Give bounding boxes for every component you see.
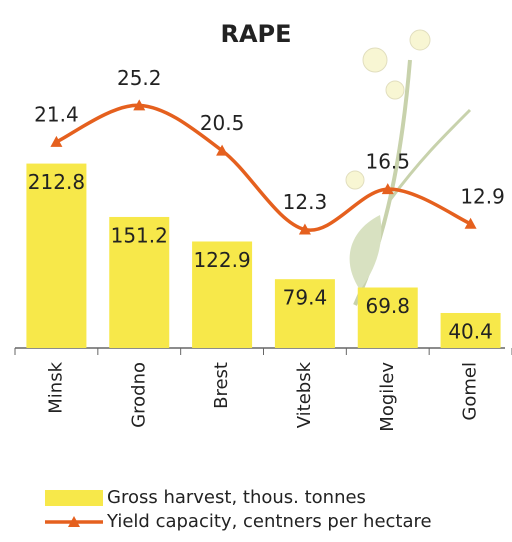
bar-value-label: 151.2 xyxy=(111,223,168,247)
x-tick-label: Minsk xyxy=(45,361,66,413)
line-value-label: 16.5 xyxy=(365,150,410,174)
x-tick-label: Vitebsk xyxy=(294,361,315,428)
line-value-label: 20.5 xyxy=(200,111,245,135)
line-value-label: 21.4 xyxy=(34,102,79,126)
bar-value-label: 69.8 xyxy=(365,294,410,318)
legend-swatch xyxy=(45,490,103,506)
line-value-label: 12.9 xyxy=(460,184,505,208)
legend-label: Yield capacity, centners per hectare xyxy=(106,511,432,532)
chart-title: RAPE xyxy=(220,20,291,48)
x-tick-label: Grodno xyxy=(128,362,149,428)
bar-value-label: 212.8 xyxy=(28,170,85,194)
line-value-label: 25.2 xyxy=(117,66,162,90)
bar-value-label: 40.4 xyxy=(448,319,493,343)
legend-label: Gross harvest, thous. tonnes xyxy=(107,487,366,508)
x-tick-label: Gomel xyxy=(460,362,481,421)
x-tick-label: Mogilev xyxy=(377,362,398,432)
bar-value-label: 122.9 xyxy=(193,248,250,272)
line-value-label: 12.3 xyxy=(283,190,328,214)
chart: RAPE Minsk Grodno Brest Vitebsk Mogilev Gomel… xyxy=(0,0,512,542)
bar-value-label: 79.4 xyxy=(283,286,328,310)
x-tick-label: Brest xyxy=(211,362,232,409)
